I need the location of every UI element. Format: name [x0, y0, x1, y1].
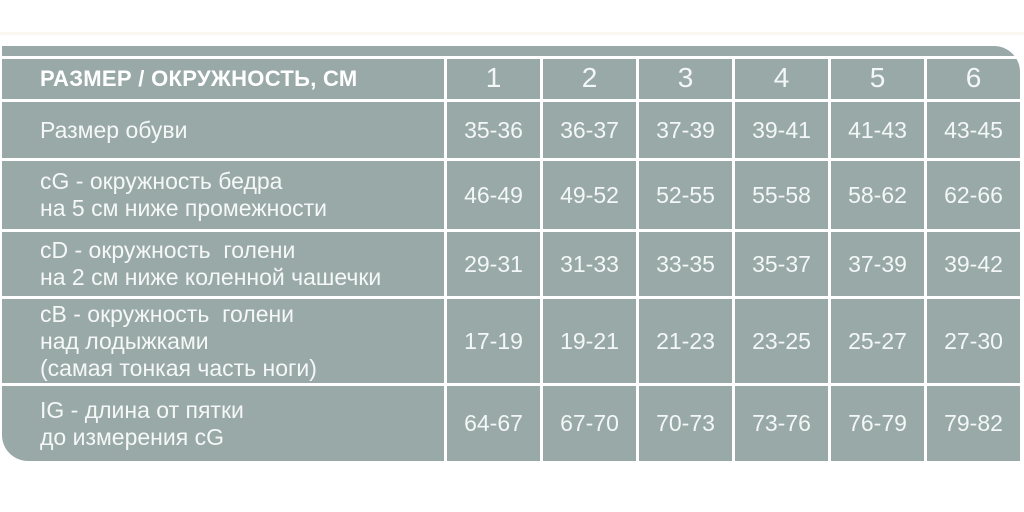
- value-cell: 73-76: [735, 386, 828, 461]
- row-label-cell: IG - длина от пятки до измерения cG: [2, 386, 444, 461]
- value-cell: 23-25: [735, 299, 828, 383]
- value-cell: 36-37: [543, 102, 636, 158]
- row-label-line: до измерения cG: [40, 423, 224, 450]
- value-cell: 43-45: [927, 102, 1020, 158]
- header-title-cell: РАЗМЕР / ОКРУЖНОСТЬ, СМ: [2, 59, 444, 99]
- value-cell: 79-82: [927, 386, 1020, 461]
- header-size-number-cell: 6: [927, 59, 1020, 99]
- value-cell: 33-35: [639, 232, 732, 296]
- row-label-line: IG - длина от пятки: [40, 396, 244, 423]
- value-cell: 76-79: [831, 386, 924, 461]
- row-label-line: на 5 см ниже промежности: [40, 195, 328, 221]
- header-size-number-cell: 1: [447, 59, 540, 99]
- value-cell: 31-33: [543, 232, 636, 296]
- value-cell: 62-66: [927, 161, 1020, 229]
- row-label-line: над лодыжками: [40, 327, 209, 354]
- value-cell: 52-55: [639, 161, 732, 229]
- row-label-line: cB - окружность голени: [40, 300, 295, 327]
- row-label-line: cG - окружность бедра: [40, 168, 283, 194]
- row-label-line: на 2 см ниже коленной чашечки: [40, 264, 382, 290]
- decorative-faint-line: [0, 32, 1024, 35]
- row-label-cell: cB - окружность голени над лодыжками (сама…: [2, 299, 444, 383]
- value-cell: 19-21: [543, 299, 636, 383]
- value-cell: 49-52: [543, 161, 636, 229]
- row-label-cell: cD - окружность голени на 2 см ниже колен…: [2, 232, 444, 296]
- value-cell: 17-19: [447, 299, 540, 383]
- value-cell: 29-31: [447, 232, 540, 296]
- header-size-number-cell: 3: [639, 59, 732, 99]
- table-top-strip: [2, 46, 1020, 56]
- value-cell: 37-39: [831, 232, 924, 296]
- row-label-line: cD - окружность голени: [40, 237, 296, 263]
- value-cell: 35-36: [447, 102, 540, 158]
- value-cell: 39-42: [927, 232, 1020, 296]
- value-cell: 27-30: [927, 299, 1020, 383]
- row-label-line: Размер обуви: [40, 116, 188, 143]
- value-cell: 58-62: [831, 161, 924, 229]
- value-cell: 67-70: [543, 386, 636, 461]
- value-cell: 41-43: [831, 102, 924, 158]
- header-size-number-cell: 4: [735, 59, 828, 99]
- row-label-line: (самая тонкая часть ноги): [40, 354, 317, 381]
- value-cell: 64-67: [447, 386, 540, 461]
- row-label-cell: cG - окружность бедра на 5 см ниже промеж…: [2, 161, 444, 229]
- value-cell: 25-27: [831, 299, 924, 383]
- header-size-number-cell: 2: [543, 59, 636, 99]
- value-cell: 70-73: [639, 386, 732, 461]
- value-cell: 46-49: [447, 161, 540, 229]
- value-cell: 39-41: [735, 102, 828, 158]
- value-cell: 55-58: [735, 161, 828, 229]
- header-size-number-cell: 5: [831, 59, 924, 99]
- size-table: РАЗМЕР / ОКРУЖНОСТЬ, СМ 1 2 3 4 5 6 Размер обув…: [2, 46, 1020, 461]
- value-cell: 37-39: [639, 102, 732, 158]
- value-cell: 21-23: [639, 299, 732, 383]
- row-label-cell: Размер обуви: [2, 102, 444, 158]
- value-cell: 35-37: [735, 232, 828, 296]
